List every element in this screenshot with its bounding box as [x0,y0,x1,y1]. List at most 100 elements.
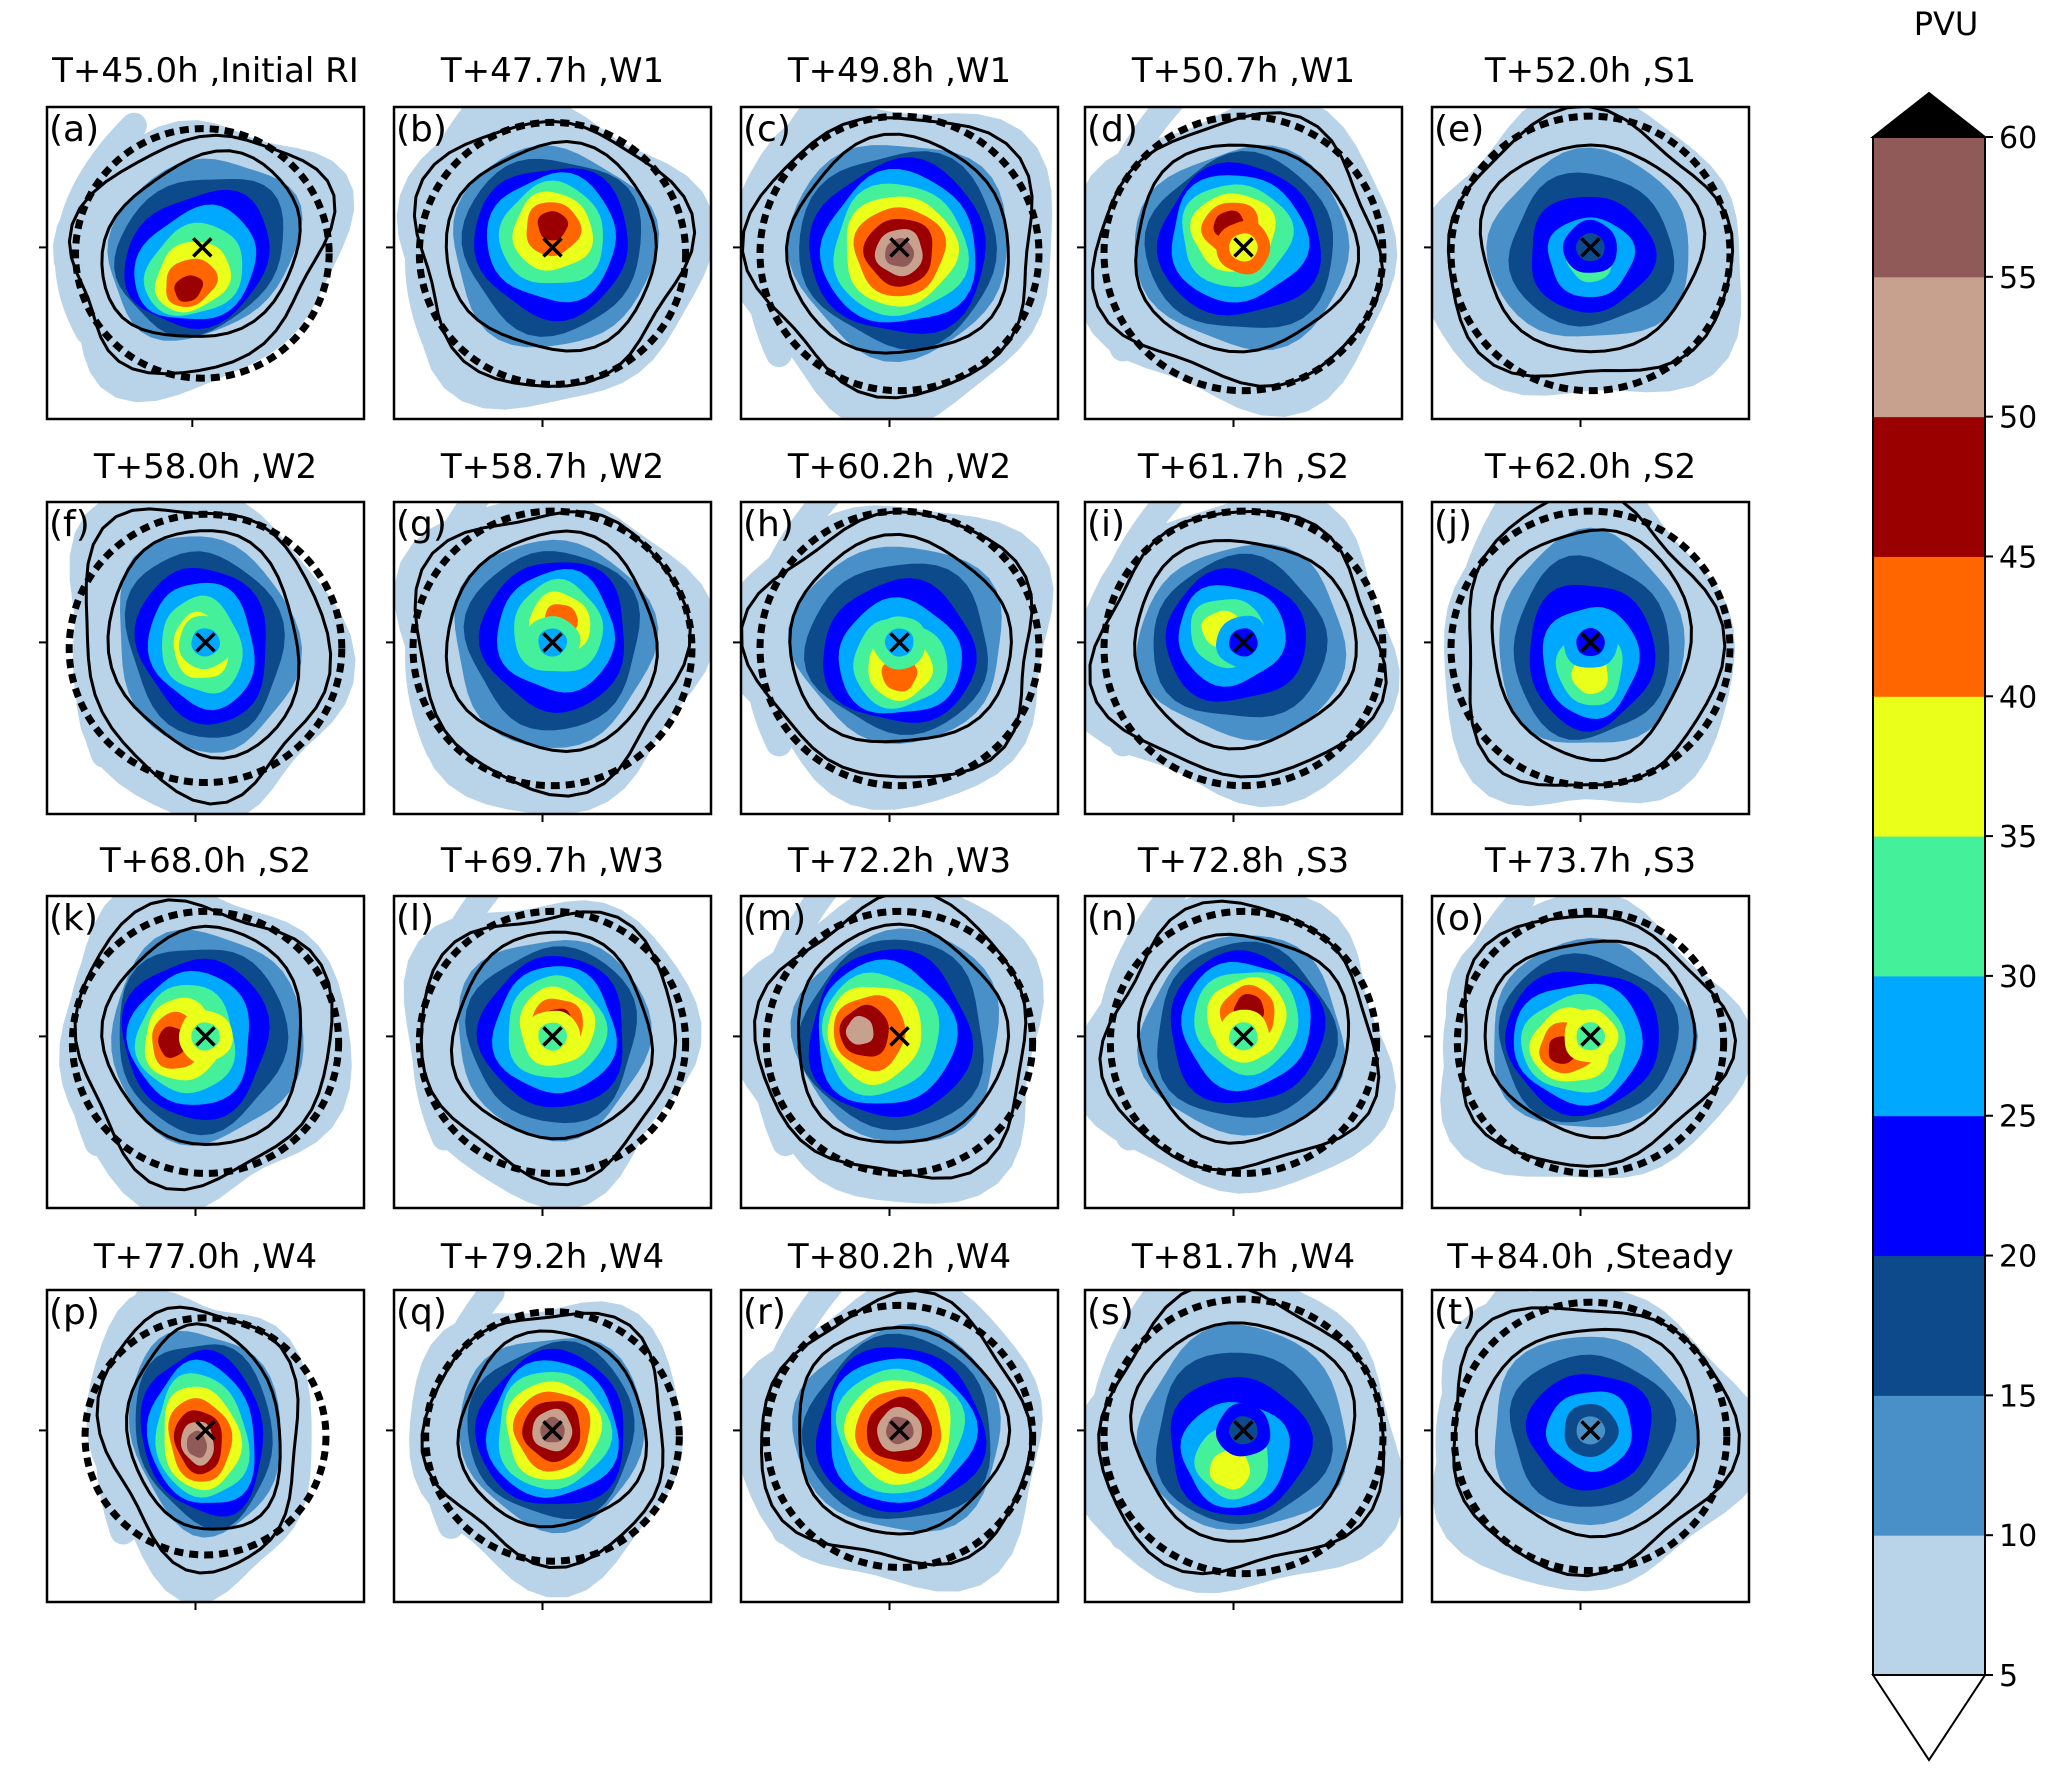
panel-letter: (t) [1434,1292,1476,1333]
colorbar-band-40 [1873,556,1985,697]
panel-frame [739,105,1060,421]
spiral-band [744,502,839,757]
panel-letter: (f) [49,504,90,545]
contour-fill-55 [186,1430,207,1458]
contour-line [1098,899,1381,1172]
storm-center-marker [542,632,563,653]
panel-letter: (e) [1434,109,1484,150]
panel-letter: (j) [1434,504,1472,545]
colorbar-frame [1872,136,1986,1676]
panel-frame [392,105,713,421]
contour-line [1129,1321,1357,1543]
panel-title: T+47.7h ,W1 [440,51,664,91]
panel-letter: (p) [49,1292,100,1333]
colorbar-extend-under [1871,1674,1987,1762]
panel-letter: (s) [1087,1292,1134,1333]
storm-center-marker [1580,237,1601,258]
panel-r: (r)T+80.2h ,W4 [733,1237,1060,1610]
colorbar-band-15 [1873,1255,1985,1396]
storm-center-marker [542,1026,563,1047]
panel-title: T+84.0h ,Steady [1446,1237,1734,1277]
storm-center-marker [192,237,213,258]
panel-title: T+80.2h ,W4 [787,1237,1011,1277]
rmw-dashed-circle [1453,907,1728,1177]
contour-line [1088,509,1388,779]
panel-frame [45,105,366,421]
panel-m: (m) T+72.2h ,W3 [733,841,1060,1216]
contour-line [753,896,1028,1180]
panel-title: T+50.7h ,W1 [1131,51,1355,91]
contour-line [1136,932,1351,1145]
rmw-dashed-circle [81,1314,330,1559]
rmw-dashed-circle [415,118,690,388]
panel-frame [392,894,713,1210]
spiral-band [65,896,148,1157]
panel-frame [45,500,366,816]
colorbar-band-55 [1873,137,1985,278]
panel-c: (c) T+49.8h ,W1 [733,51,1060,427]
panel-k: (k)T+68.0h ,S2 [39,841,366,1216]
contour-line [1461,914,1738,1168]
panel-title: T+81.7h ,W4 [1131,1237,1355,1277]
contour-line [1483,939,1697,1140]
panel-title: T+58.7h ,W2 [440,447,664,487]
colorbar-band-35 [1873,696,1985,837]
panel-j: (j) T+62.0h ,S2 [1424,447,1751,822]
panel-b: (b) T+47.7h ,W1 [386,51,713,427]
storm-center-marker [1580,632,1601,653]
colorbar-band-25 [1873,975,1985,1117]
contour-line [796,922,1011,1144]
storm-center-marker [542,237,563,258]
colorbar-tick-label: 25 [1999,1100,2037,1135]
contour-line [106,529,301,760]
colorbar-tick-label: 40 [1999,680,2037,715]
colorbar-tick-label: 55 [1999,261,2037,296]
storm-center-marker [1233,632,1254,653]
storm-center-marker [195,1026,216,1047]
panel-frame [392,500,713,816]
panel-f: (f)T+58.0h ,W2 [39,447,366,822]
panel-frame [739,500,1060,816]
colorbar-tick-label: 30 [1999,960,2037,995]
colorbar-band-30 [1873,836,1985,977]
panel-title: T+79.2h ,W4 [440,1237,664,1277]
panel-letter: (c) [743,109,791,150]
panel-q: (q) T+79.2h ,W4 [386,1237,713,1610]
contour-line [1474,1327,1700,1539]
colorbar-band-20 [1873,1115,1985,1257]
storm-center-marker [195,632,216,653]
contour-line [1133,538,1358,751]
colorbar-tick-label: 5 [1999,1659,2018,1694]
storm-center-marker [889,1026,910,1047]
panel-letter: (o) [1434,898,1484,939]
contour-line [741,115,1034,400]
panel-frame [392,1288,713,1604]
rmw-dashed-circle [409,507,696,790]
storm-center-marker [1580,1420,1601,1441]
rmw-dashed-circle [1450,1298,1731,1575]
panel-frame [1083,894,1404,1210]
rmw-dashed-circle [1447,507,1734,790]
panel-title: T+62.0h ,S2 [1484,447,1696,487]
rmw-dashed-circle [756,507,1043,790]
rmw-dashed-circle [1100,112,1387,395]
rmw-dashed-circle [756,112,1043,395]
panel-l: (l)T+69.7h ,W3 [386,841,713,1216]
panel-letter: (m) [743,898,806,939]
contour-line [100,924,303,1147]
contour-line [449,930,655,1141]
panel-g: (g) T+58.7h ,W2 [386,447,713,822]
panel-frame [739,1288,1060,1604]
panel-letter: (g) [396,504,447,545]
panel-letter: (n) [1087,898,1138,939]
panel-title: T+49.8h ,W1 [787,51,1011,91]
storm-center-marker [1233,237,1254,258]
panel-e: (e)T+52.0h ,S1 [1424,51,1751,427]
panel-title: T+69.7h ,W3 [440,841,664,881]
panel-frame [45,894,366,1210]
panel-t: (t) T+84.0h ,Steady [1424,1237,1751,1610]
panel-letter: (l) [396,898,434,939]
contour-fill-55 [885,238,915,267]
panel-frame [45,1288,366,1604]
contour-line [784,132,1010,355]
